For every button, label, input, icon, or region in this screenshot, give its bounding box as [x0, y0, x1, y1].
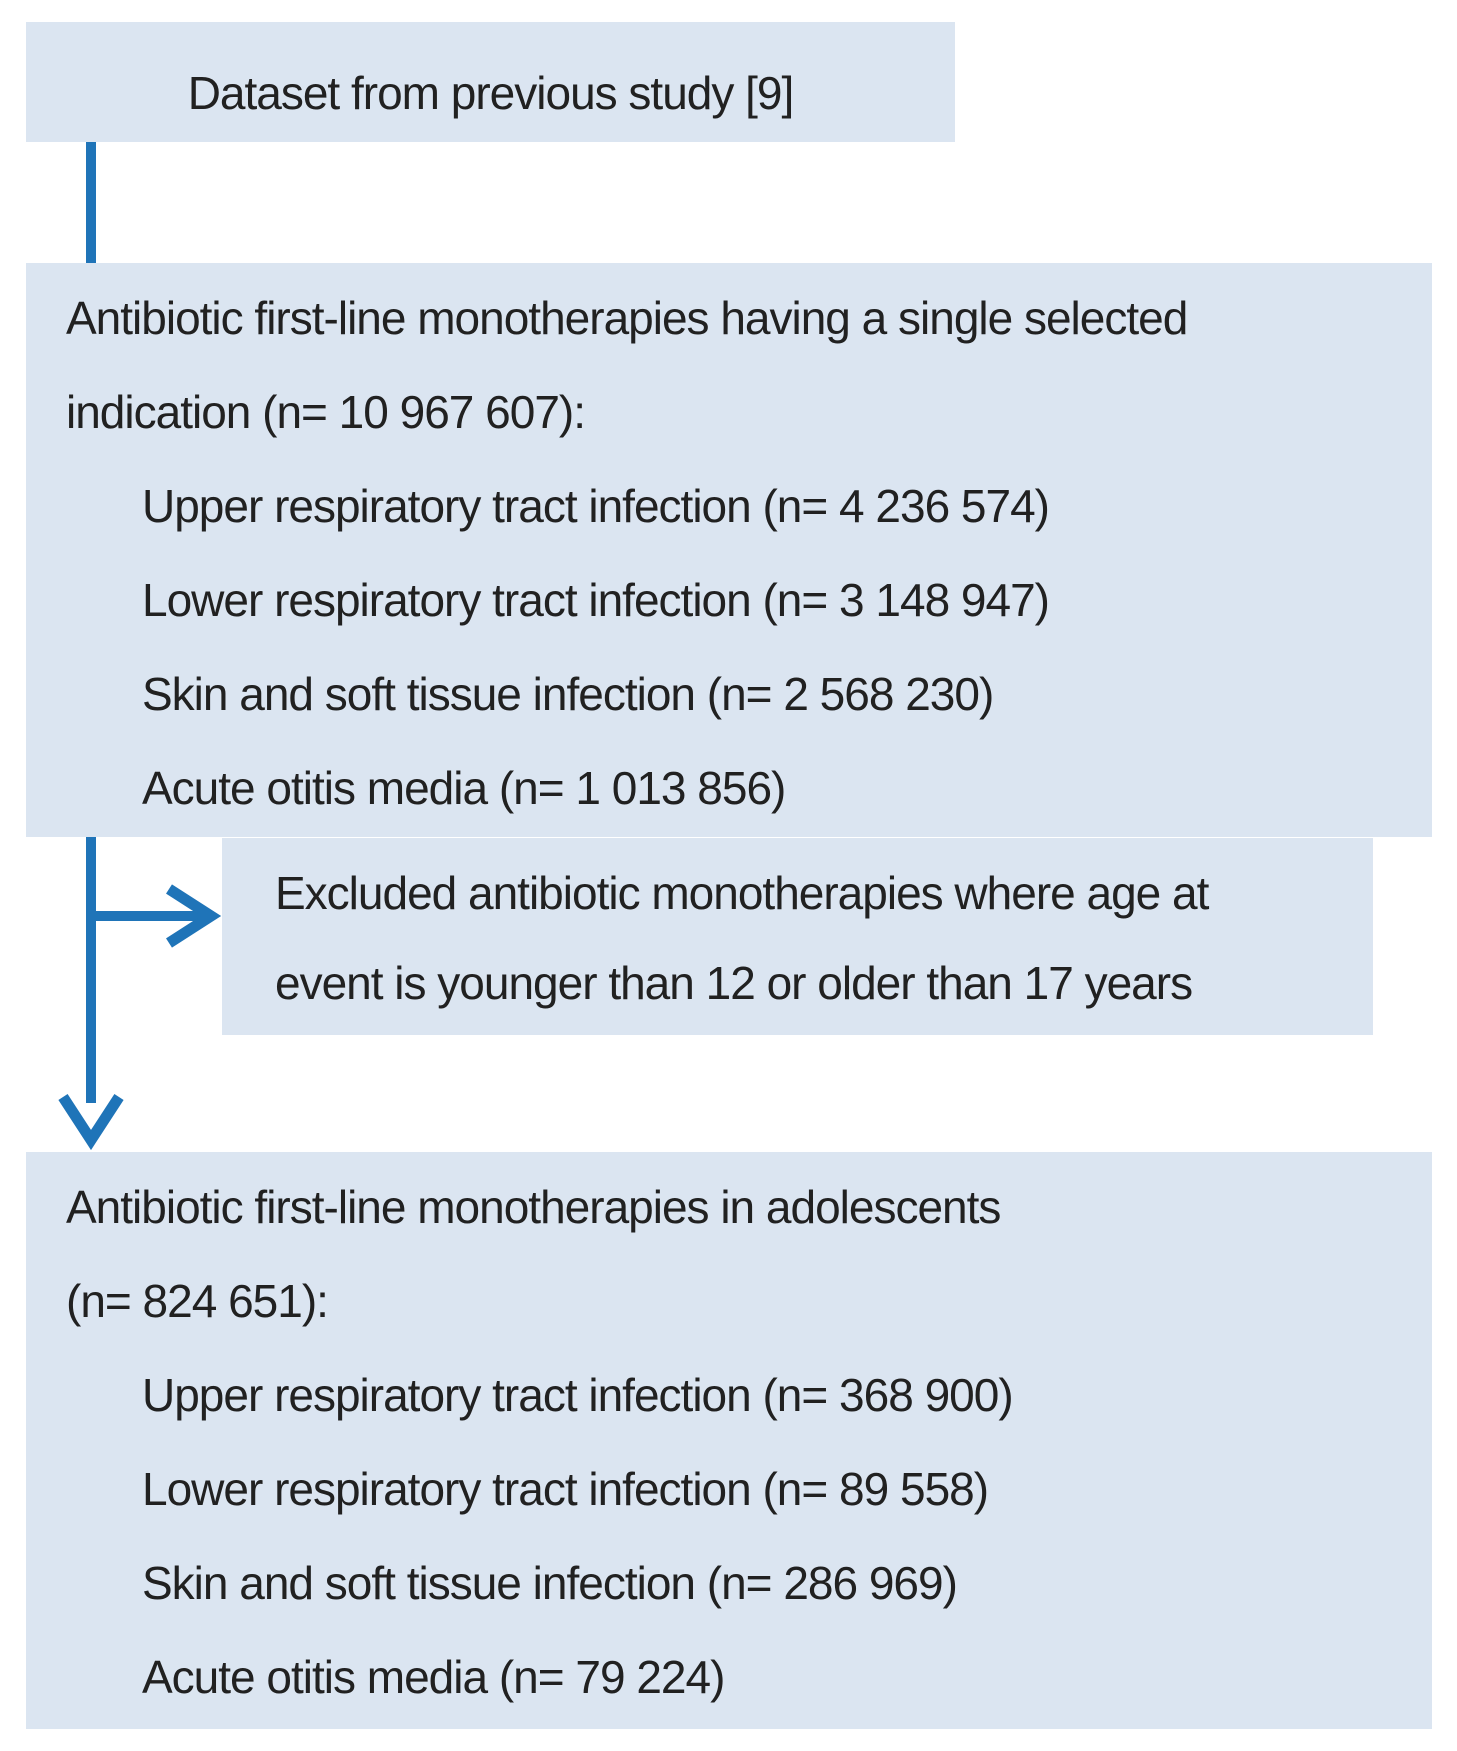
- connector-source-to-eligible: [86, 142, 96, 263]
- eligible-item-ssti: Skin and soft tissue infection (n= 2 568…: [142, 668, 994, 720]
- source-box-label: Dataset from previous study [9]: [187, 67, 795, 119]
- eligible-box: Antibiotic first-line monotherapies havi…: [26, 263, 1432, 837]
- eligible-heading-line2: indication (n= 10 967 607):: [66, 386, 586, 438]
- adolescents-heading-line2: (n= 824 651):: [66, 1275, 329, 1327]
- connector-eligible-to-adolescents: [86, 837, 96, 1103]
- adolescents-item-ssti: Skin and soft tissue infection (n= 286 9…: [142, 1557, 958, 1609]
- adolescents-item-lrti: Lower respiratory tract infection (n= 89…: [142, 1463, 989, 1515]
- source-box: Dataset from previous study [9]: [26, 22, 955, 142]
- excluded-line1: Excluded antibiotic monotherapies where …: [275, 867, 1209, 919]
- adolescents-item-urti: Upper respiratory tract infection (n= 36…: [142, 1369, 1014, 1421]
- eligible-item-urti: Upper respiratory tract infection (n= 4 …: [142, 480, 1050, 532]
- adolescents-heading-line1: Antibiotic first-line monotherapies in a…: [66, 1181, 1001, 1233]
- down-arrowhead-icon: [58, 1093, 124, 1151]
- excluded-box: Excluded antibiotic monotherapies where …: [222, 838, 1373, 1035]
- excluded-line2: event is younger than 12 or older than 1…: [275, 957, 1193, 1009]
- right-arrowhead-icon: [166, 884, 222, 948]
- adolescents-item-aom: Acute otitis media (n= 79 224): [142, 1651, 725, 1703]
- eligible-heading-line1: Antibiotic first-line monotherapies havi…: [66, 292, 1188, 344]
- eligible-item-lrti: Lower respiratory tract infection (n= 3 …: [142, 574, 1050, 626]
- branch-line-to-excluded: [91, 911, 201, 921]
- eligible-item-aom: Acute otitis media (n= 1 013 856): [142, 762, 786, 814]
- adolescents-box: Antibiotic first-line monotherapies in a…: [26, 1152, 1432, 1729]
